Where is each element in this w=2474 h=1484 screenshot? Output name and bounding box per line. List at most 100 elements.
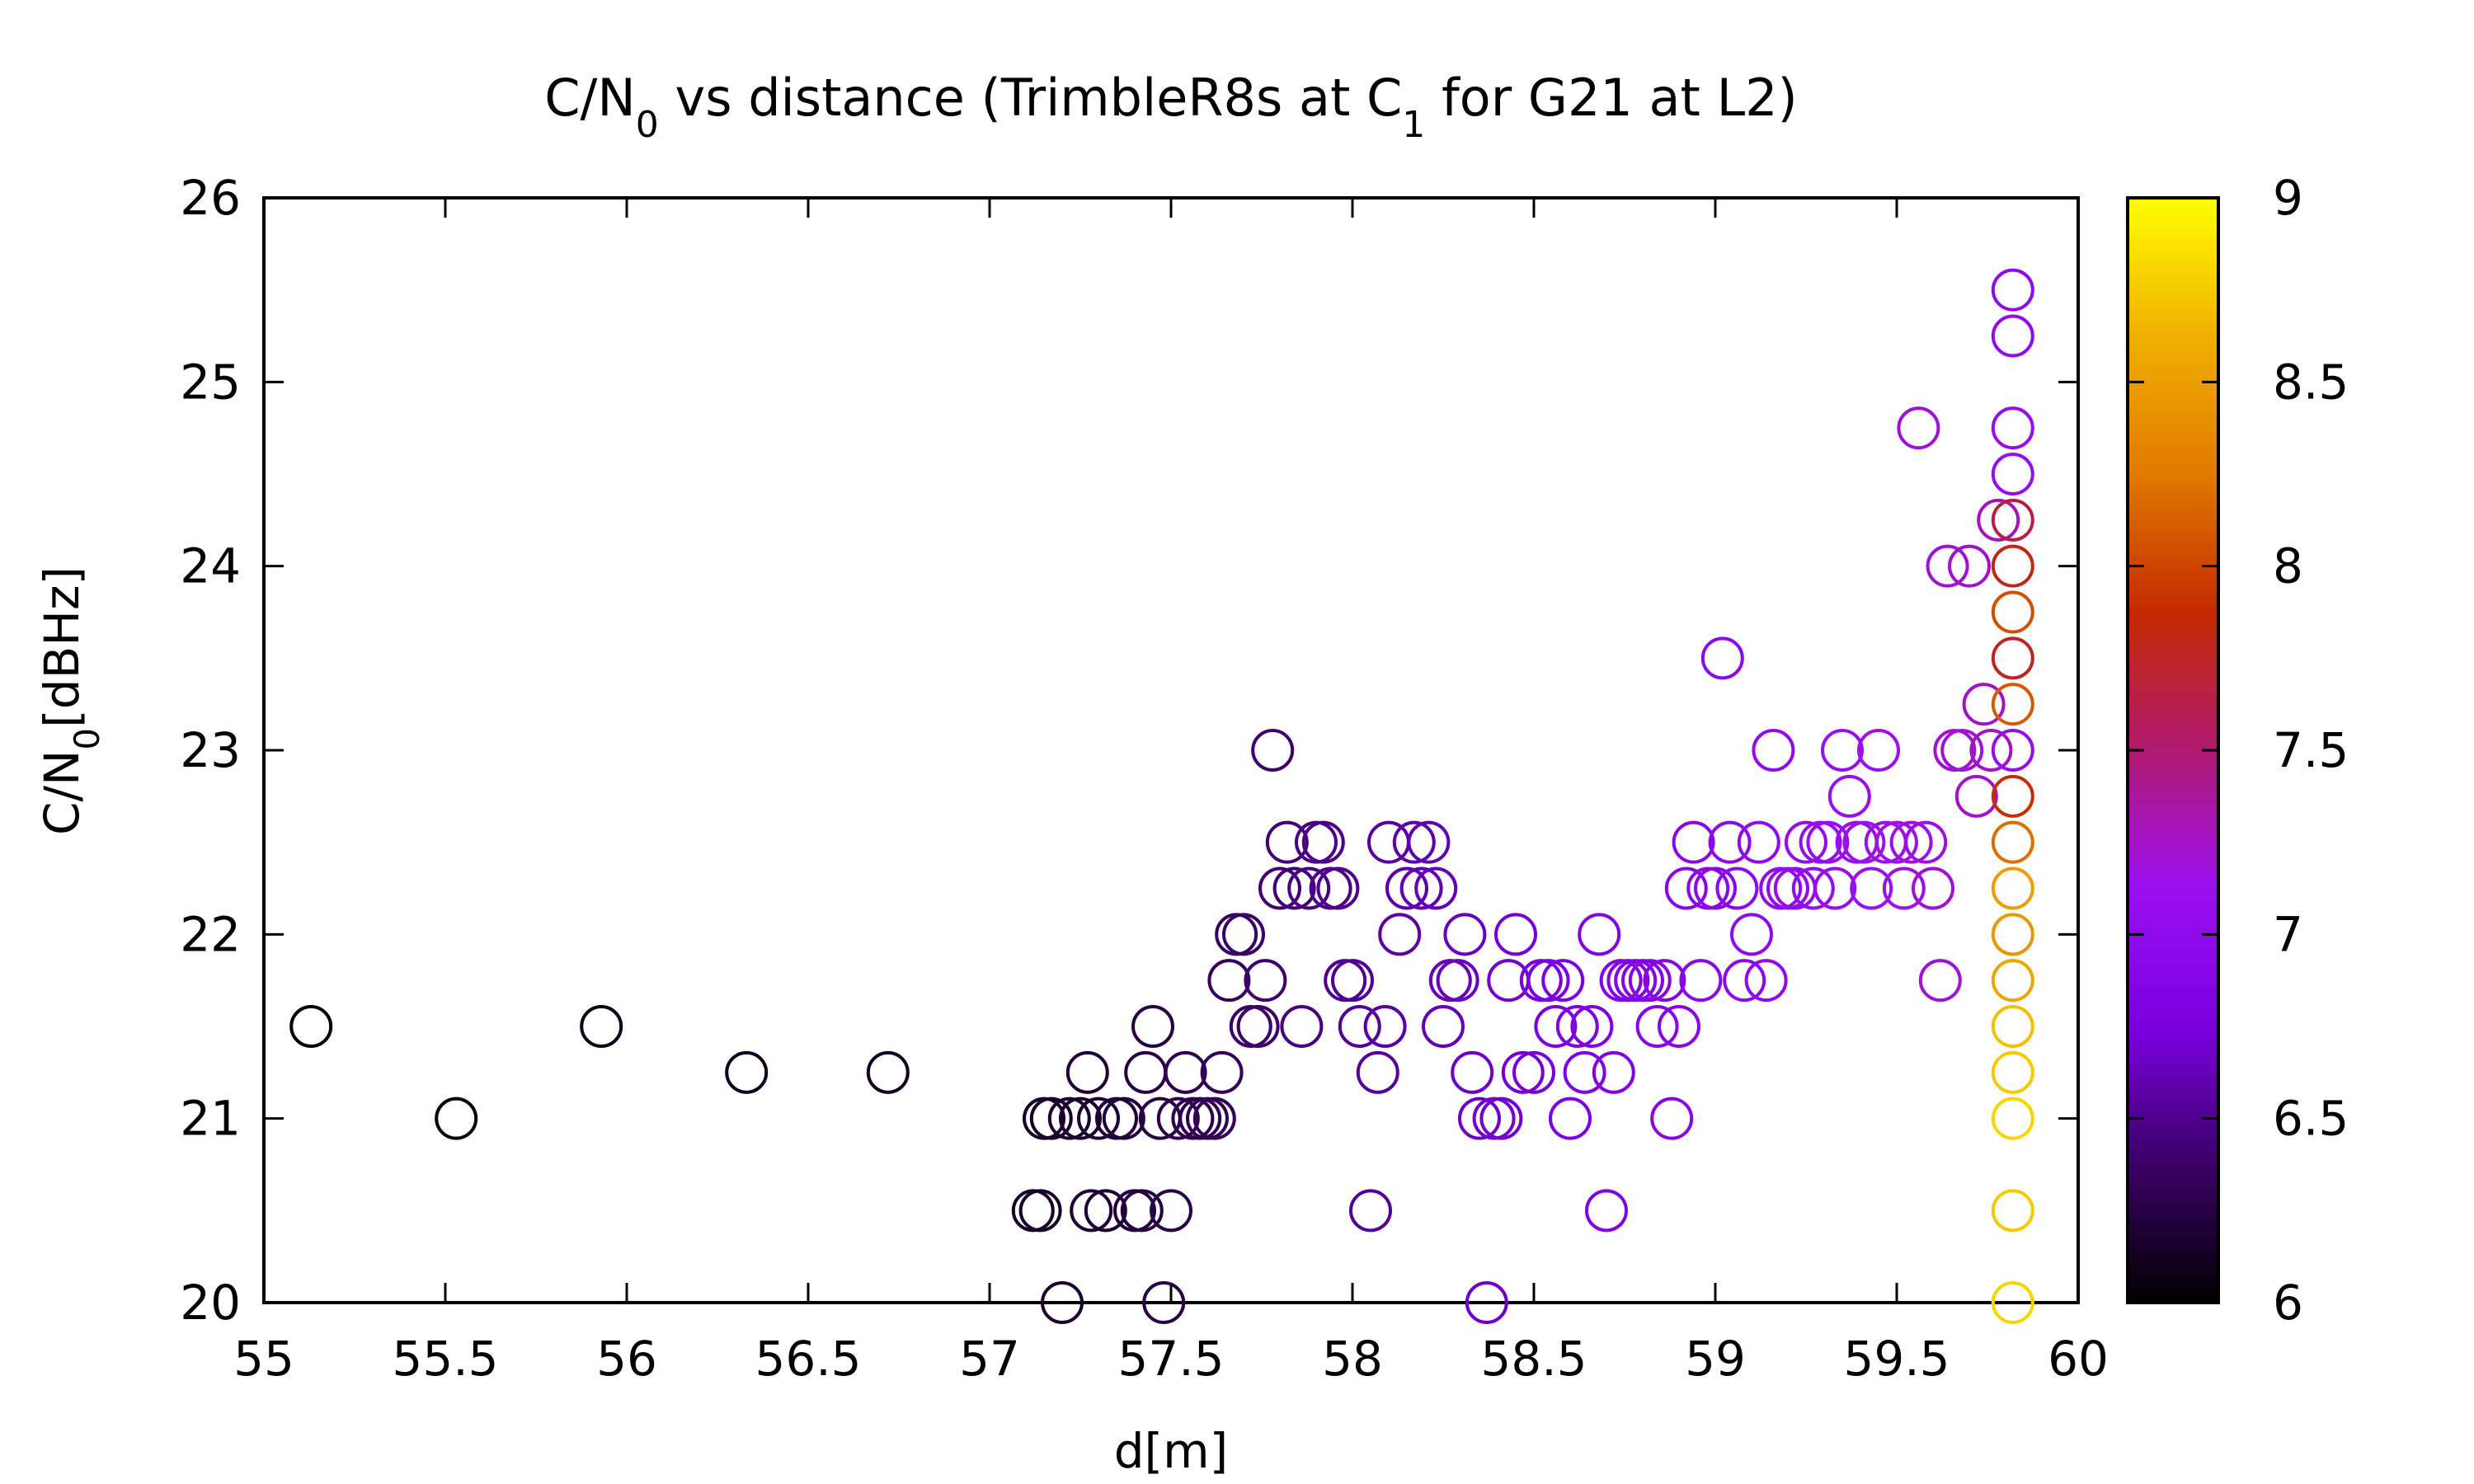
data-point <box>1436 959 1479 1003</box>
data-point <box>1991 1097 2034 1140</box>
data-point <box>1715 866 1759 910</box>
data-point <box>1672 820 1715 864</box>
data-point <box>1407 820 1451 864</box>
data-point <box>1991 268 2034 312</box>
x-tick-label: 57.5 <box>1117 1331 1224 1387</box>
data-point <box>1526 959 1570 1003</box>
y-tick-label: 25 <box>180 354 241 410</box>
data-point <box>1991 314 2034 358</box>
data-point <box>1969 729 2013 772</box>
x-axis-label: d[m] <box>1114 1423 1229 1479</box>
data-point <box>1700 636 1744 680</box>
x-tick-label: 57 <box>959 1331 1020 1387</box>
data-point <box>1991 636 2034 680</box>
colorbar-tick-label: 6 <box>2273 1275 2303 1331</box>
data-point <box>1200 1050 1244 1094</box>
data-point <box>1926 544 1969 588</box>
data-point <box>1392 820 1436 864</box>
data-point <box>1207 959 1251 1003</box>
data-point <box>1744 959 1788 1003</box>
x-tick-label: 59.5 <box>1843 1331 1950 1387</box>
colorbar-tick-label: 8 <box>2273 538 2303 594</box>
data-point <box>1451 1050 1494 1094</box>
data-point <box>1991 913 2034 956</box>
data-point <box>1991 1189 2034 1233</box>
data-point <box>1287 866 1331 910</box>
data-point <box>1991 1281 2034 1324</box>
data-point <box>1991 774 2034 818</box>
x-tick-label: 60 <box>2048 1331 2109 1387</box>
data-point <box>1991 498 2034 542</box>
data-point <box>1443 913 1487 956</box>
data-point <box>1723 959 1766 1003</box>
data-point <box>1367 820 1410 864</box>
data-point <box>1349 1189 1392 1233</box>
data-point <box>1494 913 1537 956</box>
data-points <box>289 268 2034 1324</box>
data-point <box>1338 1005 1381 1048</box>
data-point <box>1465 1281 1508 1324</box>
data-point <box>1850 866 1893 910</box>
data-point <box>1730 913 1773 956</box>
data-point <box>1065 1050 1109 1094</box>
data-point <box>1059 1097 1102 1140</box>
data-point <box>1991 1050 2034 1094</box>
data-point <box>1658 1005 1700 1048</box>
data-point <box>1124 1050 1168 1094</box>
data-point <box>1301 820 1345 864</box>
data-point <box>1251 729 1295 772</box>
data-point <box>1120 1189 1164 1233</box>
data-point <box>1991 959 2034 1003</box>
data-point <box>1694 866 1737 910</box>
data-point <box>1954 774 1998 818</box>
data-point <box>1164 1050 1207 1094</box>
data-point <box>1265 820 1309 864</box>
data-point <box>1962 683 2006 726</box>
data-point <box>1222 913 1265 956</box>
data-point <box>1555 1005 1599 1048</box>
data-point <box>1897 406 1940 450</box>
data-point <box>1991 866 2034 910</box>
data-point <box>1534 1005 1578 1048</box>
x-tick-label: 58.5 <box>1480 1331 1587 1387</box>
data-point <box>1192 1097 1236 1140</box>
data-point <box>1592 1050 1635 1094</box>
x-tick-label: 56 <box>596 1331 657 1387</box>
colorbar-tick-label: 9 <box>2273 170 2303 226</box>
y-tick-label: 24 <box>180 538 241 594</box>
data-point <box>1940 729 1984 772</box>
data-point <box>1018 1189 1062 1233</box>
data-point <box>1331 959 1374 1003</box>
data-point <box>1635 1005 1679 1048</box>
data-point <box>1479 1097 1523 1140</box>
data-point <box>1991 820 2034 864</box>
data-point <box>1857 729 1900 772</box>
data-point <box>1752 729 1795 772</box>
colorbar: 6 6.5 7 7.5 8 8.5 9 <box>2126 170 2349 1331</box>
data-point <box>1570 1005 1614 1048</box>
data-point <box>289 1005 333 1048</box>
data-point <box>1948 544 1991 588</box>
data-point <box>1991 453 2034 495</box>
data-point <box>1084 1189 1127 1233</box>
data-point <box>1991 729 2034 772</box>
chart-title: C/N0 vs distance (TrimbleR8s at C1 for G… <box>544 68 1798 146</box>
colorbar-tick-label: 6.5 <box>2273 1091 2349 1147</box>
x-tick-label: 58 <box>1322 1331 1383 1387</box>
data-point <box>1791 866 1835 910</box>
data-point <box>1041 1281 1084 1324</box>
y-tick-label: 23 <box>180 722 241 778</box>
data-point <box>1070 1189 1113 1233</box>
data-point <box>1806 820 1850 864</box>
colorbar-tick-label: 7.5 <box>2273 722 2349 778</box>
svg-text:C/N0[dBHz]: C/N0[dBHz] <box>34 566 107 835</box>
colorbar-ticks: 6 6.5 7 7.5 8 8.5 9 <box>2128 170 2349 1331</box>
y-tick-label: 20 <box>180 1275 241 1331</box>
data-point <box>1827 774 1871 818</box>
data-point <box>1077 1097 1120 1140</box>
y-tick-label: 22 <box>180 906 241 962</box>
data-point <box>1785 820 1827 864</box>
x-tick-label: 56.5 <box>755 1331 861 1387</box>
data-point <box>1156 1097 1200 1140</box>
